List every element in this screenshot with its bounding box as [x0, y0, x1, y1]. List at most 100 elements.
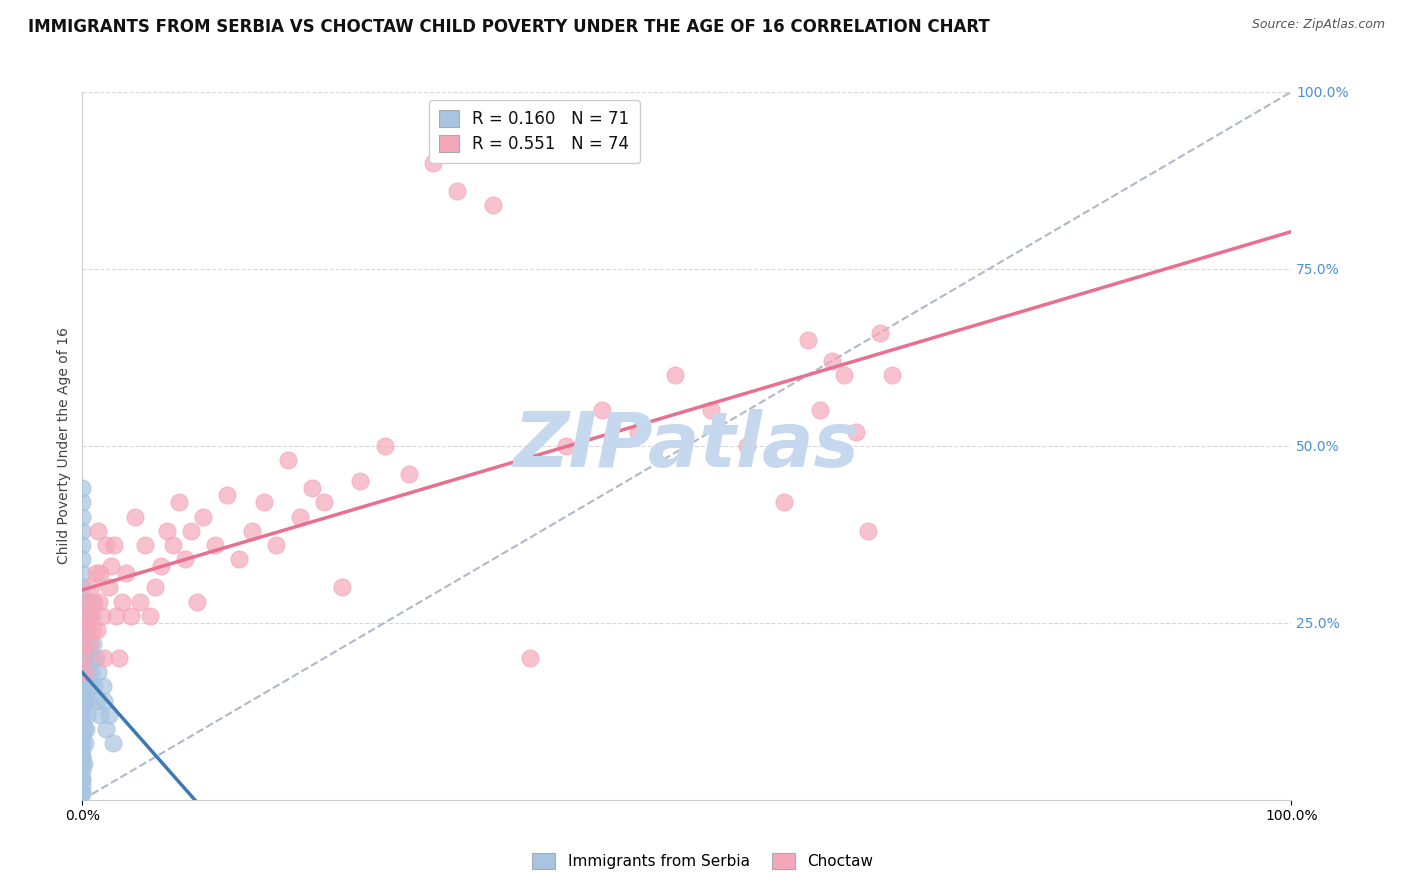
Point — [72, 509, 94, 524]
Point — [808, 403, 831, 417]
Point — [72, 772, 94, 786]
Point — [134, 538, 156, 552]
Point — [84, 651, 107, 665]
Point — [73, 665, 96, 680]
Point — [72, 658, 94, 673]
Point — [86, 623, 108, 637]
Point — [72, 637, 94, 651]
Point — [101, 736, 124, 750]
Point — [72, 750, 94, 764]
Point — [72, 524, 94, 538]
Point — [80, 594, 103, 608]
Point — [72, 601, 94, 615]
Point — [180, 524, 202, 538]
Point — [76, 707, 98, 722]
Point — [72, 729, 94, 743]
Point — [72, 722, 94, 736]
Point — [627, 425, 650, 439]
Point — [217, 488, 239, 502]
Point — [72, 764, 94, 779]
Point — [856, 524, 879, 538]
Point — [162, 538, 184, 552]
Point — [143, 581, 166, 595]
Point — [73, 651, 96, 665]
Point — [84, 566, 107, 581]
Point — [735, 439, 758, 453]
Text: IMMIGRANTS FROM SERBIA VS CHOCTAW CHILD POVERTY UNDER THE AGE OF 16 CORRELATION : IMMIGRANTS FROM SERBIA VS CHOCTAW CHILD … — [28, 18, 990, 36]
Point — [228, 552, 250, 566]
Point — [72, 644, 94, 658]
Point — [87, 524, 110, 538]
Point — [349, 474, 371, 488]
Point — [72, 786, 94, 800]
Point — [72, 630, 94, 644]
Point — [174, 552, 197, 566]
Point — [75, 608, 97, 623]
Point — [72, 581, 94, 595]
Point — [83, 680, 105, 694]
Point — [664, 368, 686, 382]
Point — [103, 538, 125, 552]
Point — [72, 594, 94, 608]
Point — [90, 608, 112, 623]
Point — [72, 786, 94, 800]
Point — [700, 403, 723, 417]
Point — [72, 615, 94, 630]
Point — [72, 722, 94, 736]
Point — [75, 615, 97, 630]
Point — [240, 524, 263, 538]
Point — [314, 495, 336, 509]
Point — [832, 368, 855, 382]
Point — [120, 608, 142, 623]
Point — [75, 722, 97, 736]
Point — [89, 594, 111, 608]
Point — [301, 481, 323, 495]
Point — [72, 608, 94, 623]
Point — [204, 538, 226, 552]
Point — [77, 623, 100, 637]
Point — [82, 637, 104, 651]
Point — [72, 687, 94, 701]
Point — [80, 581, 103, 595]
Point — [111, 594, 134, 608]
Point — [96, 538, 118, 552]
Point — [72, 637, 94, 651]
Point — [193, 509, 215, 524]
Point — [591, 403, 613, 417]
Point — [772, 495, 794, 509]
Point — [72, 552, 94, 566]
Point — [87, 665, 110, 680]
Point — [107, 651, 129, 665]
Point — [72, 623, 94, 637]
Point — [869, 326, 891, 340]
Point — [139, 608, 162, 623]
Point — [89, 707, 111, 722]
Point — [288, 509, 311, 524]
Legend: R = 0.160   N = 71, R = 0.551   N = 74: R = 0.160 N = 71, R = 0.551 N = 74 — [429, 100, 640, 163]
Point — [72, 714, 94, 729]
Point — [75, 673, 97, 687]
Point — [845, 425, 868, 439]
Point — [93, 693, 115, 707]
Point — [79, 608, 101, 623]
Point — [149, 559, 172, 574]
Point — [72, 680, 94, 694]
Point — [72, 779, 94, 793]
Point — [72, 566, 94, 581]
Point — [422, 155, 444, 169]
Point — [96, 722, 118, 736]
Point — [97, 707, 120, 722]
Text: ZIPatlas: ZIPatlas — [513, 409, 860, 483]
Point — [796, 333, 818, 347]
Point — [330, 581, 353, 595]
Point — [264, 538, 287, 552]
Point — [72, 651, 94, 665]
Point — [76, 594, 98, 608]
Point — [93, 651, 115, 665]
Point — [72, 750, 94, 764]
Point — [554, 439, 576, 453]
Point — [72, 743, 94, 757]
Point — [72, 495, 94, 509]
Point — [105, 608, 128, 623]
Point — [446, 184, 468, 198]
